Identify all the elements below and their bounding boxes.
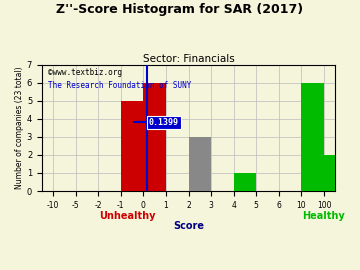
Bar: [121, 101, 143, 191]
Y-axis label: Number of companies (23 total): Number of companies (23 total): [15, 66, 24, 189]
Bar: [234, 173, 256, 191]
Title: Sector: Financials: Sector: Financials: [143, 54, 234, 64]
Text: The Research Foundation of SUNY: The Research Foundation of SUNY: [48, 81, 191, 90]
Bar: [189, 137, 211, 191]
Text: Healthy: Healthy: [302, 211, 345, 221]
X-axis label: Score: Score: [173, 221, 204, 231]
Bar: [143, 83, 166, 191]
Text: ©www.textbiz.org: ©www.textbiz.org: [48, 68, 122, 77]
Text: Z''-Score Histogram for SAR (2017): Z''-Score Histogram for SAR (2017): [57, 3, 303, 16]
Text: Unhealthy: Unhealthy: [99, 211, 156, 221]
Bar: [324, 155, 347, 191]
Text: 0.1399: 0.1399: [149, 118, 179, 127]
Bar: [301, 83, 324, 191]
